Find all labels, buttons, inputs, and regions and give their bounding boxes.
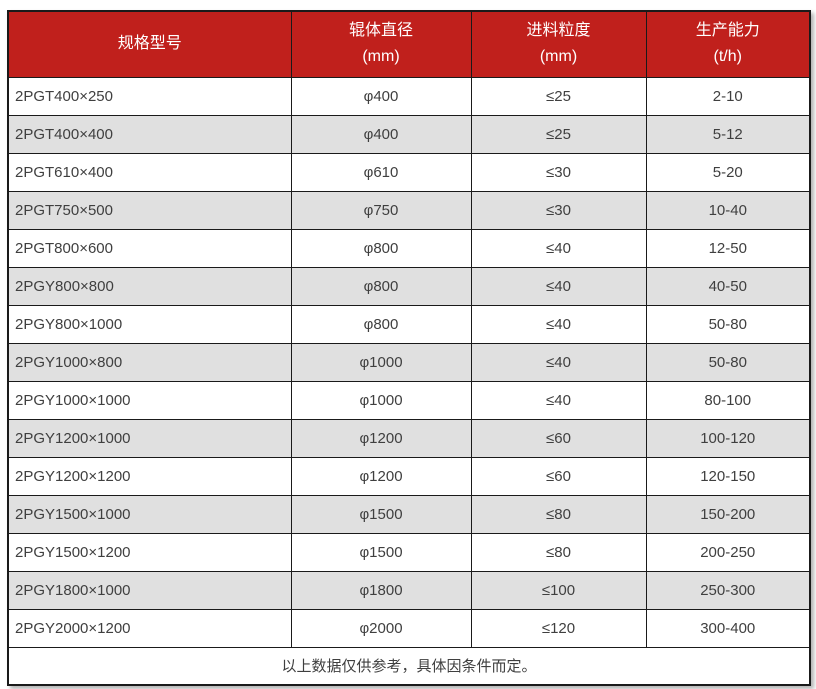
cell-feed-size: ≤80 [470,532,647,572]
cell-model: 2PGY1500×1000 [7,494,292,534]
cell-roller-diameter: φ1500 [290,494,472,534]
cell-roller-diameter: φ800 [290,304,472,344]
cell-roller-diameter: φ750 [290,190,472,230]
table-row: 2PGY2000×1200 φ2000 ≤120 300-400 [7,608,811,648]
cell-model: 2PGY1000×800 [7,342,292,382]
header-cell-roller-diameter: 辊体直径 (mm) [290,10,472,78]
cell-roller-diameter: φ1800 [290,570,472,610]
table-row: 2PGT800×600 φ800 ≤40 12-50 [7,228,811,268]
cell-capacity: 2-10 [645,76,811,116]
cell-roller-diameter: φ1200 [290,456,472,496]
cell-feed-size: ≤40 [470,380,647,420]
cell-capacity: 12-50 [645,228,811,268]
cell-capacity: 40-50 [645,266,811,306]
cell-capacity: 50-80 [645,342,811,382]
cell-model: 2PGT800×600 [7,228,292,268]
header-roller-diameter-unit: (mm) [362,48,400,66]
cell-feed-size: ≤40 [470,304,647,344]
cell-feed-size: ≤60 [470,456,647,496]
footer-note: 以上数据仅供参考，具体因条件而定。 [7,646,811,686]
cell-feed-size: ≤100 [470,570,647,610]
table-row: 2PGT400×400 φ400 ≤25 5-12 [7,114,811,154]
table-row: 2PGY800×1000 φ800 ≤40 50-80 [7,304,811,344]
table-header: 规格型号 辊体直径 (mm) 进料粒度 (mm) 生产能力 (t/h) [7,10,811,78]
cell-roller-diameter: φ1500 [290,532,472,572]
cell-model: 2PGY800×800 [7,266,292,306]
cell-capacity: 5-20 [645,152,811,192]
header-cell-feed-size: 进料粒度 (mm) [470,10,647,78]
header-roller-diameter-label: 辊体直径 [348,22,413,40]
cell-capacity: 250-300 [645,570,811,610]
cell-capacity: 150-200 [645,494,811,534]
header-feed-size-label: 进料粒度 [526,22,591,40]
header-cell-model: 规格型号 [7,10,292,78]
cell-capacity: 100-120 [645,418,811,458]
table-row: 2PGY1800×1000 φ1800 ≤100 250-300 [7,570,811,610]
table-row: 2PGY1000×1000 φ1000 ≤40 80-100 [7,380,811,420]
table-row: 2PGY800×800 φ800 ≤40 40-50 [7,266,811,306]
table-row: 2PGY1000×800 φ1000 ≤40 50-80 [7,342,811,382]
cell-capacity: 10-40 [645,190,811,230]
header-cell-capacity: 生产能力 (t/h) [645,10,811,78]
header-row: 规格型号 辊体直径 (mm) 进料粒度 (mm) 生产能力 (t/h) [7,10,811,78]
table-footer: 以上数据仅供参考，具体因条件而定。 [7,646,811,686]
footer-row: 以上数据仅供参考，具体因条件而定。 [7,646,811,686]
cell-roller-diameter: φ1000 [290,342,472,382]
cell-capacity: 5-12 [645,114,811,154]
cell-roller-diameter: φ400 [290,114,472,154]
cell-feed-size: ≤40 [470,228,647,268]
header-capacity-unit: (t/h) [713,48,742,66]
cell-model: 2PGY1200×1000 [7,418,292,458]
cell-model: 2PGY2000×1200 [7,608,292,648]
cell-feed-size: ≤40 [470,342,647,382]
header-capacity-label: 生产能力 [695,22,760,40]
cell-roller-diameter: φ1000 [290,380,472,420]
header-feed-size-unit: (mm) [539,48,578,66]
cell-model: 2PGY1500×1200 [7,532,292,572]
cell-model: 2PGT400×400 [7,114,292,154]
cell-roller-diameter: φ610 [290,152,472,192]
cell-model: 2PGT610×400 [7,152,292,192]
table-row: 2PGT750×500 φ750 ≤30 10-40 [7,190,811,230]
cell-feed-size: ≤25 [470,76,647,116]
cell-feed-size: ≤30 [470,152,647,192]
cell-feed-size: ≤80 [470,494,647,534]
cell-capacity: 200-250 [645,532,811,572]
cell-roller-diameter: φ1200 [290,418,472,458]
cell-feed-size: ≤40 [470,266,647,306]
table-body: 2PGT400×250 φ400 ≤25 2-10 2PGT400×400 φ4… [7,76,811,648]
cell-feed-size: ≤30 [470,190,647,230]
header-model-label: 规格型号 [117,35,182,53]
cell-roller-diameter: φ2000 [290,608,472,648]
table-row: 2PGY1200×1000 φ1200 ≤60 100-120 [7,418,811,458]
cell-model: 2PGY1000×1000 [7,380,292,420]
spec-table: 规格型号 辊体直径 (mm) 进料粒度 (mm) 生产能力 (t/h) 2PGT… [7,10,811,686]
cell-capacity: 80-100 [645,380,811,420]
cell-feed-size: ≤60 [470,418,647,458]
table-row: 2PGT610×400 φ610 ≤30 5-20 [7,152,811,192]
cell-feed-size: ≤25 [470,114,647,154]
cell-capacity: 300-400 [645,608,811,648]
table-row: 2PGY1500×1000 φ1500 ≤80 150-200 [7,494,811,534]
cell-capacity: 120-150 [645,456,811,496]
cell-model: 2PGY800×1000 [7,304,292,344]
cell-roller-diameter: φ400 [290,76,472,116]
cell-model: 2PGT750×500 [7,190,292,230]
cell-roller-diameter: φ800 [290,266,472,306]
table-row: 2PGT400×250 φ400 ≤25 2-10 [7,76,811,116]
table-row: 2PGY1500×1200 φ1500 ≤80 200-250 [7,532,811,572]
table-row: 2PGY1200×1200 φ1200 ≤60 120-150 [7,456,811,496]
cell-model: 2PGY1800×1000 [7,570,292,610]
cell-capacity: 50-80 [645,304,811,344]
cell-model: 2PGT400×250 [7,76,292,116]
cell-roller-diameter: φ800 [290,228,472,268]
cell-feed-size: ≤120 [470,608,647,648]
cell-model: 2PGY1200×1200 [7,456,292,496]
